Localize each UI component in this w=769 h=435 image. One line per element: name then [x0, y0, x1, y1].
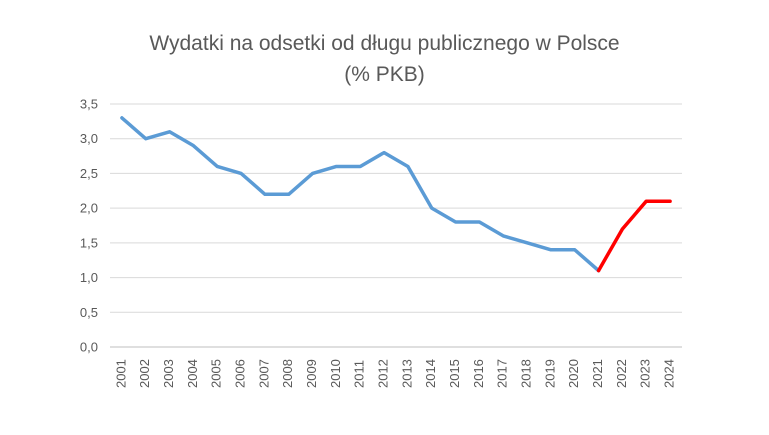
- x-tick-label: 2006: [233, 359, 248, 388]
- series-line: [120, 116, 601, 273]
- chart-title-line2: (% PKB): [344, 63, 425, 86]
- x-tick-label: 2010: [328, 359, 343, 388]
- x-tick-label: 2008: [280, 359, 295, 388]
- y-tick-label: 1,0: [80, 270, 98, 285]
- x-tick-label: 2024: [662, 359, 677, 388]
- x-tick-label: 2014: [423, 359, 438, 388]
- x-tick-label: 2017: [495, 359, 510, 388]
- chart-title-line1: Wydatki na odsetki od długu publicznego …: [149, 32, 620, 55]
- x-tick-label: 2019: [542, 359, 557, 388]
- x-tick-label: 2020: [566, 359, 581, 388]
- y-tick-label: 1,5: [80, 235, 98, 250]
- y-tick-label: 3,0: [80, 131, 98, 146]
- x-tick-label: 2002: [137, 359, 152, 388]
- x-tick-label: 2003: [161, 359, 176, 388]
- x-tick-label: 2001: [113, 359, 128, 388]
- x-tick-label: 2004: [185, 359, 200, 388]
- x-tick-label: 2011: [352, 360, 367, 388]
- x-tick-label: 2021: [590, 359, 605, 388]
- x-tick-label: 2012: [376, 359, 391, 388]
- y-tick-label: 0,5: [80, 305, 98, 320]
- x-tick-label: 2015: [447, 359, 462, 388]
- x-tick-label: 2016: [471, 359, 486, 388]
- x-tick-label: 2018: [519, 359, 534, 388]
- y-tick-label: 0,0: [80, 340, 98, 355]
- series-line-highlight: [596, 199, 672, 273]
- x-tick-label: 2009: [304, 359, 319, 388]
- x-tick-label: 2023: [638, 359, 653, 388]
- x-tick-label: 2007: [256, 359, 271, 388]
- x-tick-label: 2013: [399, 359, 414, 388]
- y-tick-label: 2,5: [80, 166, 98, 181]
- x-tick-label: 2022: [614, 359, 629, 388]
- chart-title: Wydatki na odsetki od długu publicznego …: [0, 28, 769, 90]
- y-tick-label: 2,0: [80, 201, 98, 216]
- x-tick-label: 2005: [209, 359, 224, 388]
- y-tick-label: 3,5: [80, 97, 98, 112]
